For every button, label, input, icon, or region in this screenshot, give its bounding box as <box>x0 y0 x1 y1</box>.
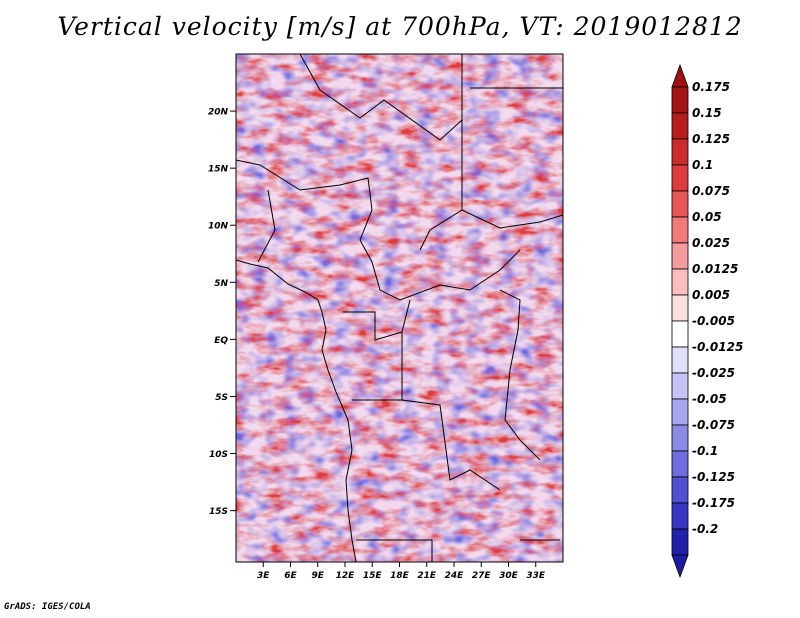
colorbar-swatch <box>671 112 689 140</box>
lon-tick-label: 30E <box>499 571 519 581</box>
lon-tick-label: 24E <box>445 571 465 581</box>
lon-tick-label: 6E <box>284 571 297 581</box>
colorbar: 0.175 0.15 0.125 0.1 0.075 0.05 0.025 0.0125 0.0… <box>671 63 743 579</box>
colorbar-label: 0.175 <box>692 80 730 94</box>
colorbar-label: -0.075 <box>692 418 735 432</box>
colorbar-swatch <box>671 424 689 452</box>
longitude-axis: 3E 6E 9E 12E 15E 18E 21E 24E 27E 30E 33E <box>257 562 546 581</box>
border-drc <box>401 332 501 491</box>
colorbar-swatch <box>671 86 689 114</box>
velocity-field <box>236 54 563 562</box>
colorbar-label: -0.025 <box>692 366 735 380</box>
lon-tick-label: 12E <box>336 571 356 581</box>
colorbar-swatch <box>671 346 689 374</box>
country-borders <box>236 54 563 562</box>
lon-tick-label: 33E <box>526 571 546 581</box>
colorbar-swatch <box>671 190 689 218</box>
colorbar-top-arrow <box>671 63 689 88</box>
colorbar-label: 0.05 <box>692 210 722 224</box>
lon-tick-label: 27E <box>472 571 492 581</box>
lon-tick-label: 21E <box>417 571 437 581</box>
lat-tick-label: EQ <box>214 336 228 346</box>
colorbar-swatch <box>671 450 689 478</box>
colorbar-label: 0.125 <box>692 132 730 146</box>
colorbar-swatch <box>671 242 689 270</box>
border-car <box>359 239 521 301</box>
grads-credit: GrADS: IGES/COLA <box>4 602 91 612</box>
border-namibia <box>356 539 433 562</box>
colorbar-label: 0.0125 <box>692 262 738 276</box>
colorbar-label: 0.1 <box>692 158 713 172</box>
colorbar-swatch <box>671 476 689 504</box>
border-sudan <box>461 209 563 229</box>
map-figure: 20N 15N 10N 5N EQ 5S 10S 15S 3E 6E 9E 12E 15E 18E 21E… <box>208 53 743 581</box>
lat-tick-label: 5N <box>214 279 228 289</box>
lat-tick-label: 10S <box>209 450 228 460</box>
colorbar-label: 0.15 <box>692 106 722 120</box>
border-niger-nigeria <box>236 159 373 241</box>
colorbar-label: 0.005 <box>692 288 730 302</box>
colorbar-swatch <box>671 216 689 244</box>
colorbar-swatch <box>671 398 689 426</box>
coastline <box>236 259 357 562</box>
latitude-axis: 20N 15N 10N 5N EQ 5S 10S 15S <box>208 108 236 517</box>
colorbar-label: -0.0125 <box>692 340 743 354</box>
colorbar-swatch <box>671 268 689 296</box>
lon-tick-label: 3E <box>257 571 270 581</box>
colorbar-label: -0.005 <box>692 314 735 328</box>
colorbar-swatch <box>671 320 689 348</box>
colorbar-label: -0.05 <box>692 392 727 406</box>
colorbar-label: 0.025 <box>692 236 730 250</box>
border-benin <box>257 189 276 263</box>
border-east <box>499 289 541 461</box>
lon-tick-label: 18E <box>390 571 410 581</box>
colorbar-swatch <box>671 138 689 166</box>
map-panel <box>235 53 564 563</box>
lat-tick-label: 15N <box>208 165 229 175</box>
lat-tick-label: 15S <box>209 507 228 517</box>
colorbar-swatch <box>671 372 689 400</box>
colorbar-swatch <box>671 528 689 556</box>
colorbar-swatch <box>671 502 689 530</box>
colorbar-label: -0.175 <box>692 496 735 510</box>
border-gabon <box>343 299 411 341</box>
lon-tick-label: 9E <box>312 571 325 581</box>
colorbar-label: 0.075 <box>692 184 730 198</box>
colorbar-label: -0.125 <box>692 470 735 484</box>
lon-tick-label: 15E <box>363 571 383 581</box>
map-title: Vertical velocity [m/s] at 700hPa, VT: 2… <box>57 12 743 41</box>
lat-tick-label: 10N <box>208 222 229 232</box>
colorbar-label: -0.1 <box>692 444 718 458</box>
colorbar-swatch <box>671 294 689 322</box>
lat-tick-label: 5S <box>215 393 228 403</box>
colorbar-label: -0.2 <box>692 522 718 536</box>
colorbar-bottom-arrow <box>671 554 689 579</box>
lat-tick-label: 20N <box>208 108 229 118</box>
colorbar-swatch <box>671 164 689 192</box>
border-chad-sudan <box>419 120 463 251</box>
